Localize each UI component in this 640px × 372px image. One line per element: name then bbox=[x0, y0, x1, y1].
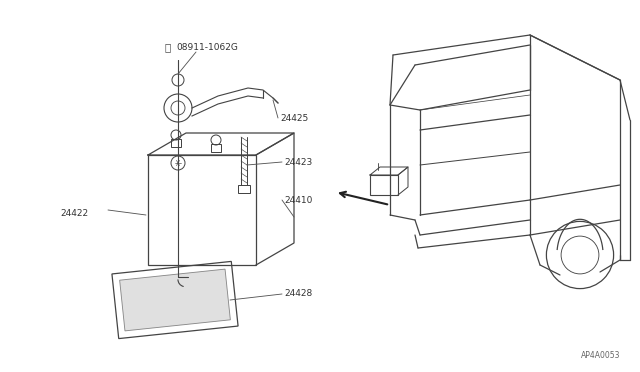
Text: 24410: 24410 bbox=[284, 196, 312, 205]
Text: 24425: 24425 bbox=[280, 113, 308, 122]
Bar bbox=[148, 155, 256, 265]
Text: 08911-1062G: 08911-1062G bbox=[176, 42, 238, 51]
Bar bbox=[171, 139, 181, 147]
Polygon shape bbox=[120, 269, 230, 331]
Text: AP4A0053: AP4A0053 bbox=[580, 350, 620, 359]
Bar bbox=[238, 185, 250, 193]
Bar bbox=[211, 144, 221, 152]
Text: 24428: 24428 bbox=[284, 289, 312, 298]
Bar bbox=[370, 175, 398, 195]
Text: 24422: 24422 bbox=[60, 208, 88, 218]
Text: 24423: 24423 bbox=[284, 157, 312, 167]
Text: Ⓝ: Ⓝ bbox=[165, 42, 171, 52]
